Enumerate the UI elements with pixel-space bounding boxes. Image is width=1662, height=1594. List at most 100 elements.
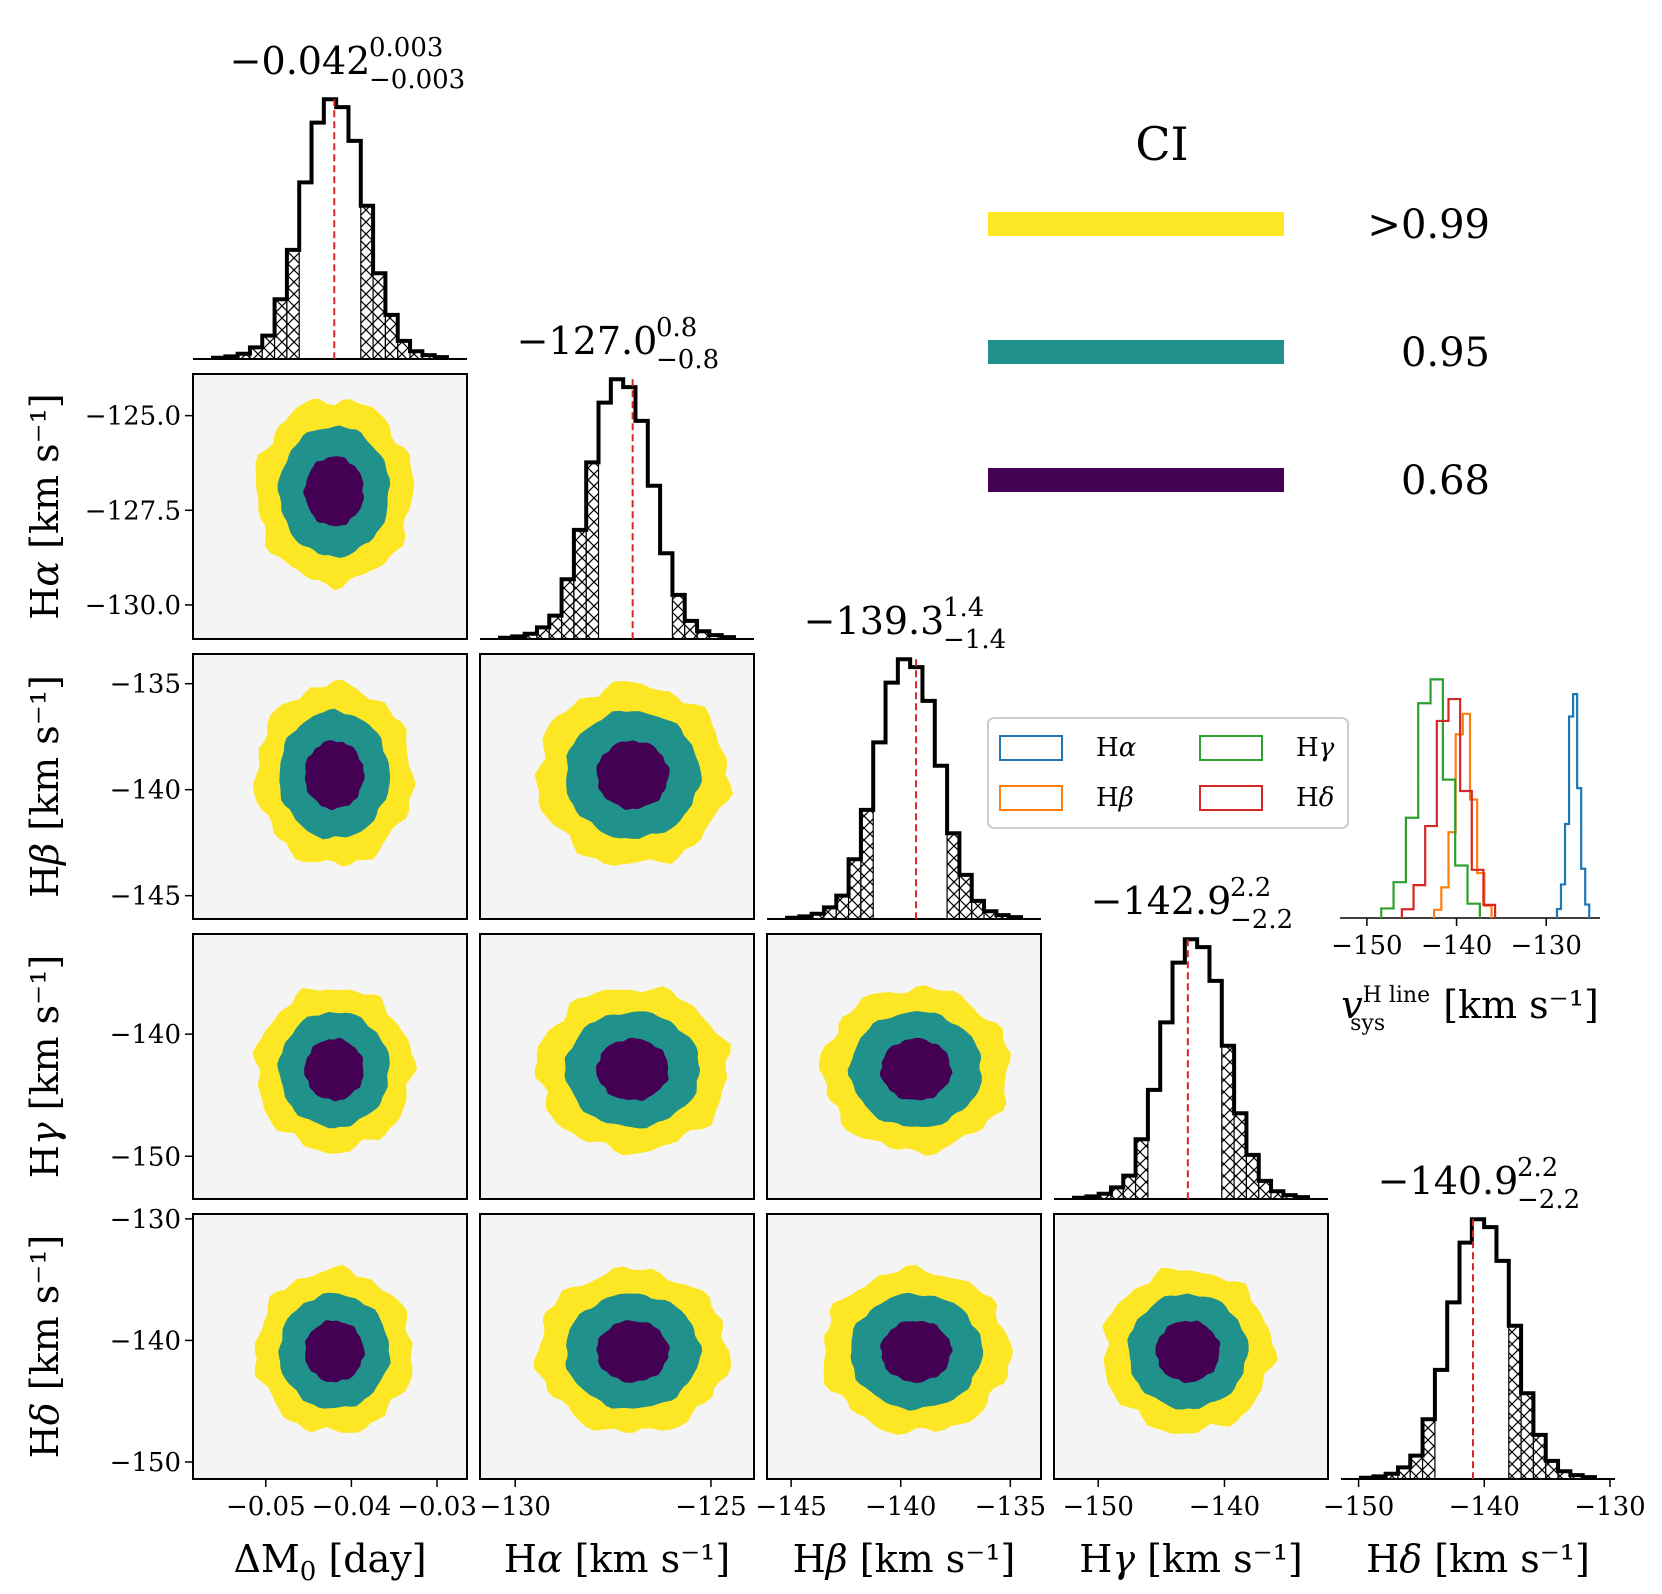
ci-legend-label: >0.99 (1367, 202, 1490, 248)
err-minus: −2.2 (1230, 905, 1293, 935)
y-tick-label: −140 (110, 1020, 181, 1050)
hist-outline (211, 97, 449, 360)
x-tick-label: −140 (865, 1492, 936, 1522)
y-axis-label-Ha: Hα [km s⁻¹] (23, 393, 67, 620)
ci-legend-swatch (988, 340, 1284, 364)
contour-Hb-Hg (766, 933, 1042, 1200)
contour-Ha-Hg (479, 933, 755, 1200)
median-value: −0.042 (230, 39, 371, 83)
hist-title: −142.92.2−2.2 (1091, 873, 1293, 935)
y-axis-label-Hg: Hγ [km s⁻¹] (23, 955, 67, 1179)
contour-068 (303, 456, 364, 527)
contour-068 (304, 1320, 365, 1383)
inset-x-tick-label: −140 (1421, 931, 1492, 961)
y-tick-label: −125.0 (85, 402, 181, 432)
median-value: −142.9 (1091, 879, 1232, 923)
inset-legend-swatch (999, 735, 1063, 761)
contour-dM0-Hg: −140 −150 (110, 933, 468, 1200)
x-tick-label: −125 (675, 1492, 746, 1522)
ci-legend-label: 0.95 (1401, 330, 1490, 376)
hist-title: −127.00.8−0.8 (517, 313, 719, 375)
y-tick-label: −135 (110, 670, 181, 700)
inset-series-Hα (1555, 693, 1591, 918)
y-tick-label: −150 (110, 1142, 181, 1172)
hist-title: −139.31.4−1.4 (804, 593, 1006, 655)
x-tick-label: −140 (1189, 1492, 1260, 1522)
y-axis-label-Hb: Hβ [km s⁻¹] (23, 675, 67, 898)
inset-series-Hδ (1400, 697, 1497, 918)
median-value: −127.0 (517, 319, 658, 363)
x-axis-label-Ha: Hα [km s⁻¹] (504, 1537, 731, 1581)
inset-legend-swatch (1199, 785, 1263, 811)
err-minus: −0.8 (656, 345, 719, 375)
x-tick-label: −0.03 (397, 1492, 477, 1522)
contour-068 (596, 1320, 670, 1383)
ci-legend-swatch (988, 468, 1284, 492)
histogram-Ha: −127.00.8−0.8 (480, 313, 754, 640)
err-minus: −2.2 (1517, 1185, 1580, 1215)
histogram-Hb: −139.31.4−1.4 (767, 593, 1041, 920)
inset-histogram: −150 −140 −130 vH line sys [km s⁻¹] Hα Hβ Hγ Hδ (987, 678, 1600, 1036)
contour-dM0-Hb: −135 −140 −145 (110, 653, 468, 920)
contour-dM0-Ha: −125.0 −127.5 −130.0 (85, 373, 468, 640)
x-axis-label-Hg: Hγ [km s⁻¹] (1079, 1537, 1303, 1581)
err-plus: 2.2 (1517, 1153, 1558, 1183)
inset-legend-label: Hγ (1296, 733, 1335, 763)
x-tick-label: −145 (755, 1492, 826, 1522)
hist-outline (785, 657, 1023, 920)
inset-legend-frame (987, 717, 1349, 829)
inset-legend-label: Hδ (1296, 783, 1334, 813)
contour-Hg-Hd: −150 −140 (1053, 1213, 1329, 1522)
x-tick-label: −135 (975, 1492, 1046, 1522)
inset-series-Hγ (1380, 678, 1481, 918)
err-plus: 1.4 (943, 593, 984, 623)
inset-legend-label: Hα (1096, 733, 1137, 763)
median-value: −140.9 (1378, 1159, 1519, 1203)
contour-068 (880, 1320, 953, 1384)
contour-Ha-Hb (479, 653, 755, 920)
hist-outline (1359, 1217, 1597, 1480)
inset-legend-swatch (1199, 735, 1263, 761)
contour-dM0-Hd: −130 −140 −150 −0.05 −0.04 −0.03 (110, 1205, 477, 1522)
y-tick-label: −130.0 (85, 591, 181, 621)
x-tick-label: −0.05 (226, 1492, 306, 1522)
y-tick-label: −130 (110, 1205, 181, 1235)
hist-outline (498, 377, 736, 640)
y-axis-label-Hd: Hδ [km s⁻¹] (23, 1235, 67, 1459)
histogram-Hg: −142.92.2−2.2 (1054, 873, 1328, 1200)
y-tick-label: −150 (110, 1448, 181, 1478)
ci-legend-swatch (988, 212, 1284, 236)
contour-Ha-Hd: −130 −125 (479, 1213, 755, 1522)
err-plus: 0.003 (369, 33, 443, 63)
y-tick-label: −145 (110, 882, 181, 912)
x-tick-label: −140 (1449, 1492, 1520, 1522)
contour-Hb-Hd: −145 −140 −135 (755, 1213, 1046, 1522)
y-tick-label: −127.5 (85, 496, 181, 526)
contour-068 (304, 740, 365, 811)
contour-068 (595, 1037, 669, 1101)
err-plus: 2.2 (1230, 873, 1271, 903)
ci-legend-label: 0.68 (1401, 458, 1490, 504)
hist-outline (1072, 937, 1310, 1200)
ci-legend-title: CI (1135, 117, 1188, 171)
x-axis-label-Hb: Hβ [km s⁻¹] (793, 1537, 1016, 1581)
inset-legend: Hα Hβ Hγ Hδ (987, 717, 1349, 829)
contour-068 (304, 1037, 364, 1102)
err-minus: −1.4 (943, 625, 1006, 655)
hist-title: −140.92.2−2.2 (1378, 1153, 1580, 1215)
inset-legend-label: Hβ (1096, 783, 1134, 813)
x-tick-label: −130 (1574, 1492, 1645, 1522)
contour-068 (596, 740, 670, 810)
inset-legend-swatch (999, 785, 1063, 811)
inset-x-label: vH line sys [km s⁻¹] (1341, 983, 1599, 1036)
contour-068 (879, 1037, 953, 1101)
x-axis-label-dM0: ΔM0 [day] (233, 1537, 426, 1587)
err-plus: 0.8 (656, 313, 697, 343)
ci-legend: CI >0.99 0.95 0.68 (988, 117, 1490, 504)
x-tick-label: −150 (1323, 1492, 1394, 1522)
inset-x-tick-label: −130 (1510, 931, 1581, 961)
x-tick-label: −150 (1062, 1492, 1133, 1522)
